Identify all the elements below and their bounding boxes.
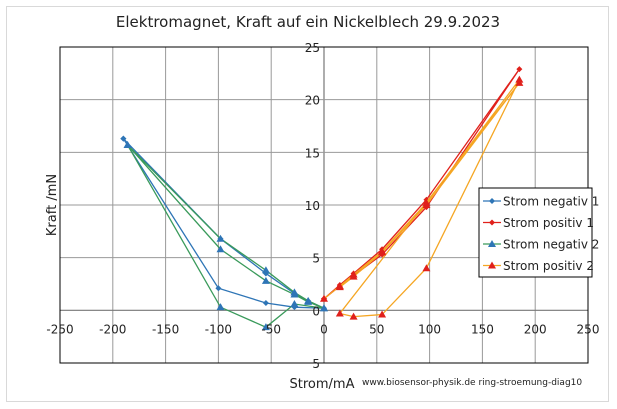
- data-point: [378, 248, 387, 256]
- data-point: [123, 140, 132, 148]
- data-point: [216, 234, 225, 242]
- series-strom-negativ-2: [123, 140, 328, 331]
- data-point: [216, 245, 225, 253]
- x-tick-label: 150: [471, 322, 494, 336]
- data-point: [335, 283, 344, 291]
- data-point: [422, 264, 431, 272]
- data-point: [215, 285, 222, 292]
- x-tick-label: 200: [524, 322, 547, 336]
- x-tick-label: 100: [418, 322, 441, 336]
- footnote: www.biosensor-physik.de ring-stroemung-d…: [362, 378, 582, 388]
- legend-item: Strom positiv 2: [483, 259, 594, 273]
- data-point: [304, 296, 313, 304]
- data-point: [120, 135, 127, 142]
- chart-frame: [6, 6, 609, 402]
- y-tick-label: 10: [305, 199, 320, 213]
- data-point: [261, 323, 270, 331]
- data-point: [320, 304, 328, 312]
- data-point: [216, 303, 225, 311]
- data-point: [516, 66, 523, 73]
- series-strom-negativ-1: [120, 135, 327, 312]
- series-group: [120, 66, 524, 331]
- data-point: [290, 288, 299, 296]
- series-line: [122, 138, 325, 309]
- y-tick-label: 0: [312, 304, 320, 318]
- legend-marker: [489, 198, 495, 204]
- legend-item: Strom positiv 1: [483, 216, 594, 230]
- x-tick-label: -250: [46, 322, 73, 336]
- data-point: [378, 310, 387, 318]
- data-point: [320, 294, 328, 302]
- legend-item: Strom negativ 2: [483, 238, 599, 252]
- legend-label: Strom positiv 2: [503, 259, 594, 273]
- data-point: [290, 300, 299, 308]
- x-axis-label: Strom/mA: [290, 377, 355, 392]
- tick-labels: -250 -200 -150 -100 -50 0 50 100 150 200 250505101…: [46, 41, 599, 371]
- y-tick-label: 5: [312, 357, 320, 371]
- x-tick-label: -150: [152, 322, 179, 336]
- y-tick-label: 20: [305, 94, 320, 108]
- legend: Strom negativ 1 Strom positiv 1 Strom nega…: [478, 187, 599, 278]
- chart-title: Elektromagnet, Kraft auf ein Nickelblech…: [116, 13, 500, 31]
- legend-label: Strom positiv 1: [503, 216, 594, 230]
- legend-marker: [489, 219, 495, 226]
- legend-marker: [488, 261, 496, 269]
- y-tick-label: 15: [305, 146, 320, 160]
- data-point: [261, 266, 270, 274]
- x-tick-label: -200: [99, 322, 126, 336]
- data-point: [335, 309, 344, 317]
- legend-item: Strom negativ 1: [483, 195, 599, 209]
- data-point: [349, 272, 358, 280]
- data-point: [349, 312, 358, 320]
- data-point: [262, 299, 269, 306]
- x-tick-label: -50: [261, 322, 281, 336]
- x-tick-label: 250: [577, 322, 600, 336]
- data-point: [261, 276, 270, 284]
- data-point: [515, 78, 524, 86]
- legend-box: [478, 187, 593, 278]
- data-point: [422, 201, 431, 208]
- series-strom-positiv-2: [320, 75, 524, 320]
- y-axis-label: Kraft /mN: [45, 174, 60, 236]
- x-tick-label: 50: [369, 322, 384, 336]
- x-tick-label: -100: [205, 322, 232, 336]
- series-line: [127, 144, 325, 328]
- legend-label: Strom negativ 2: [503, 238, 599, 252]
- y-tick-label: 5: [312, 252, 320, 266]
- y-tick-label: 25: [305, 41, 320, 55]
- legend-label: Strom negativ 1: [503, 195, 599, 209]
- x-tick-label: 0: [320, 322, 328, 336]
- legend-marker: [488, 240, 496, 247]
